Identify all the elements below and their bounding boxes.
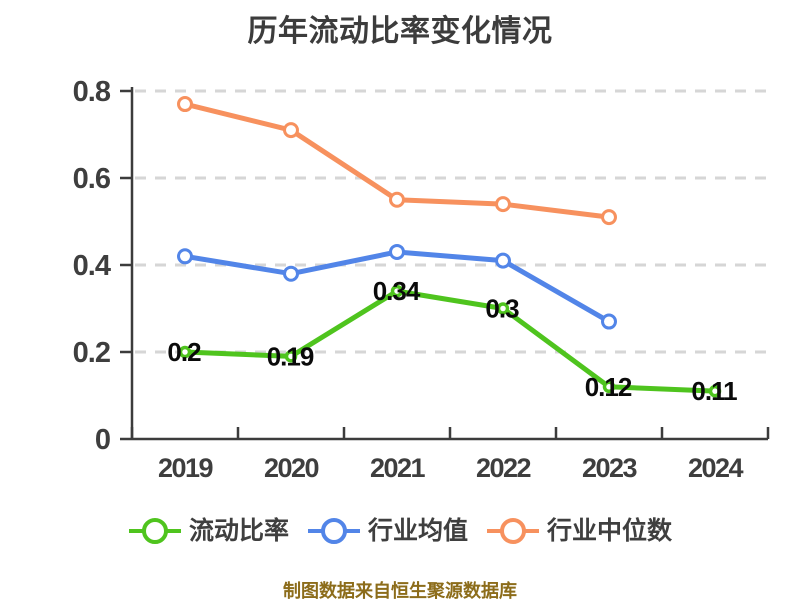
- industry-average-point-2021: [389, 243, 405, 260]
- legend-label-current-ratio: 流动比率: [188, 517, 289, 545]
- x-tick-label-2021: 2021: [370, 453, 426, 483]
- industry-average-point-2020: [283, 265, 299, 282]
- industry-average-point-2023: [601, 313, 617, 330]
- data-source-note: 制图数据来自恒生聚源数据库: [283, 581, 517, 600]
- current-ratio-point-2019: [178, 345, 192, 359]
- current-ratio-value-label-2020: 0.19: [267, 341, 314, 371]
- y-tick-label-0.4: 0.4: [73, 250, 111, 282]
- current-ratio-line: [182, 288, 718, 394]
- x-tick-label-2024: 2024: [688, 453, 744, 483]
- legend-marker-industry-average-icon: [307, 518, 360, 544]
- y-tick-label-0: 0: [95, 424, 110, 456]
- industry-median-point-2022: [495, 196, 511, 213]
- x-tick-label-2020: 2020: [264, 453, 319, 483]
- chart-title: 历年流动比率变化情况: [247, 15, 553, 48]
- current-ratio-value-label-2019: 0.2: [167, 337, 201, 367]
- current-ratio-point-2024: [708, 384, 722, 398]
- legend-item-current-ratio[interactable]: 流动比率: [128, 516, 289, 546]
- legend-marker-current-ratio-icon: [128, 518, 181, 544]
- y-tick-label-0.8: 0.8: [73, 76, 111, 108]
- industry-median-point-2023: [601, 209, 617, 226]
- industry-median-point-2020: [283, 122, 299, 139]
- current-ratio-value-label-2024: 0.11: [691, 376, 737, 406]
- industry-median-point-2019: [177, 96, 193, 113]
- current-ratio-value-label-2022: 0.3: [485, 294, 519, 324]
- legend-item-industry-average[interactable]: 行业均值: [307, 516, 468, 546]
- y-tick-label-0.2: 0.2: [73, 337, 110, 369]
- legend-item-industry-median[interactable]: 行业中位数: [486, 516, 672, 546]
- industry-average-point-2019: [177, 248, 193, 265]
- chart-legend: 流动比率 行业均值 行业中位数: [0, 516, 800, 546]
- x-tick-label-2022: 2022: [476, 453, 531, 483]
- current-ratio-value-label-2021: 0.34: [373, 276, 421, 306]
- legend-label-industry-average: 行业均值: [367, 517, 468, 545]
- current-ratio-point-2023: [602, 380, 616, 394]
- legend-label-industry-median: 行业中位数: [547, 517, 673, 545]
- y-tick-label-0.6: 0.6: [73, 163, 111, 195]
- current-ratio-point-2021: [390, 284, 404, 298]
- industry-average-point-2022: [495, 252, 511, 269]
- current-ratio-value-label-2023: 0.12: [585, 372, 632, 402]
- x-tick-label-2019: 2019: [158, 453, 214, 483]
- x-tick-label-2023: 2023: [582, 453, 638, 483]
- current-ratio-point-2020: [284, 350, 298, 363]
- legend-marker-industry-median-icon: [487, 518, 539, 544]
- current-ratio-point-2022: [496, 302, 510, 315]
- industry-median-point-2021: [389, 191, 405, 208]
